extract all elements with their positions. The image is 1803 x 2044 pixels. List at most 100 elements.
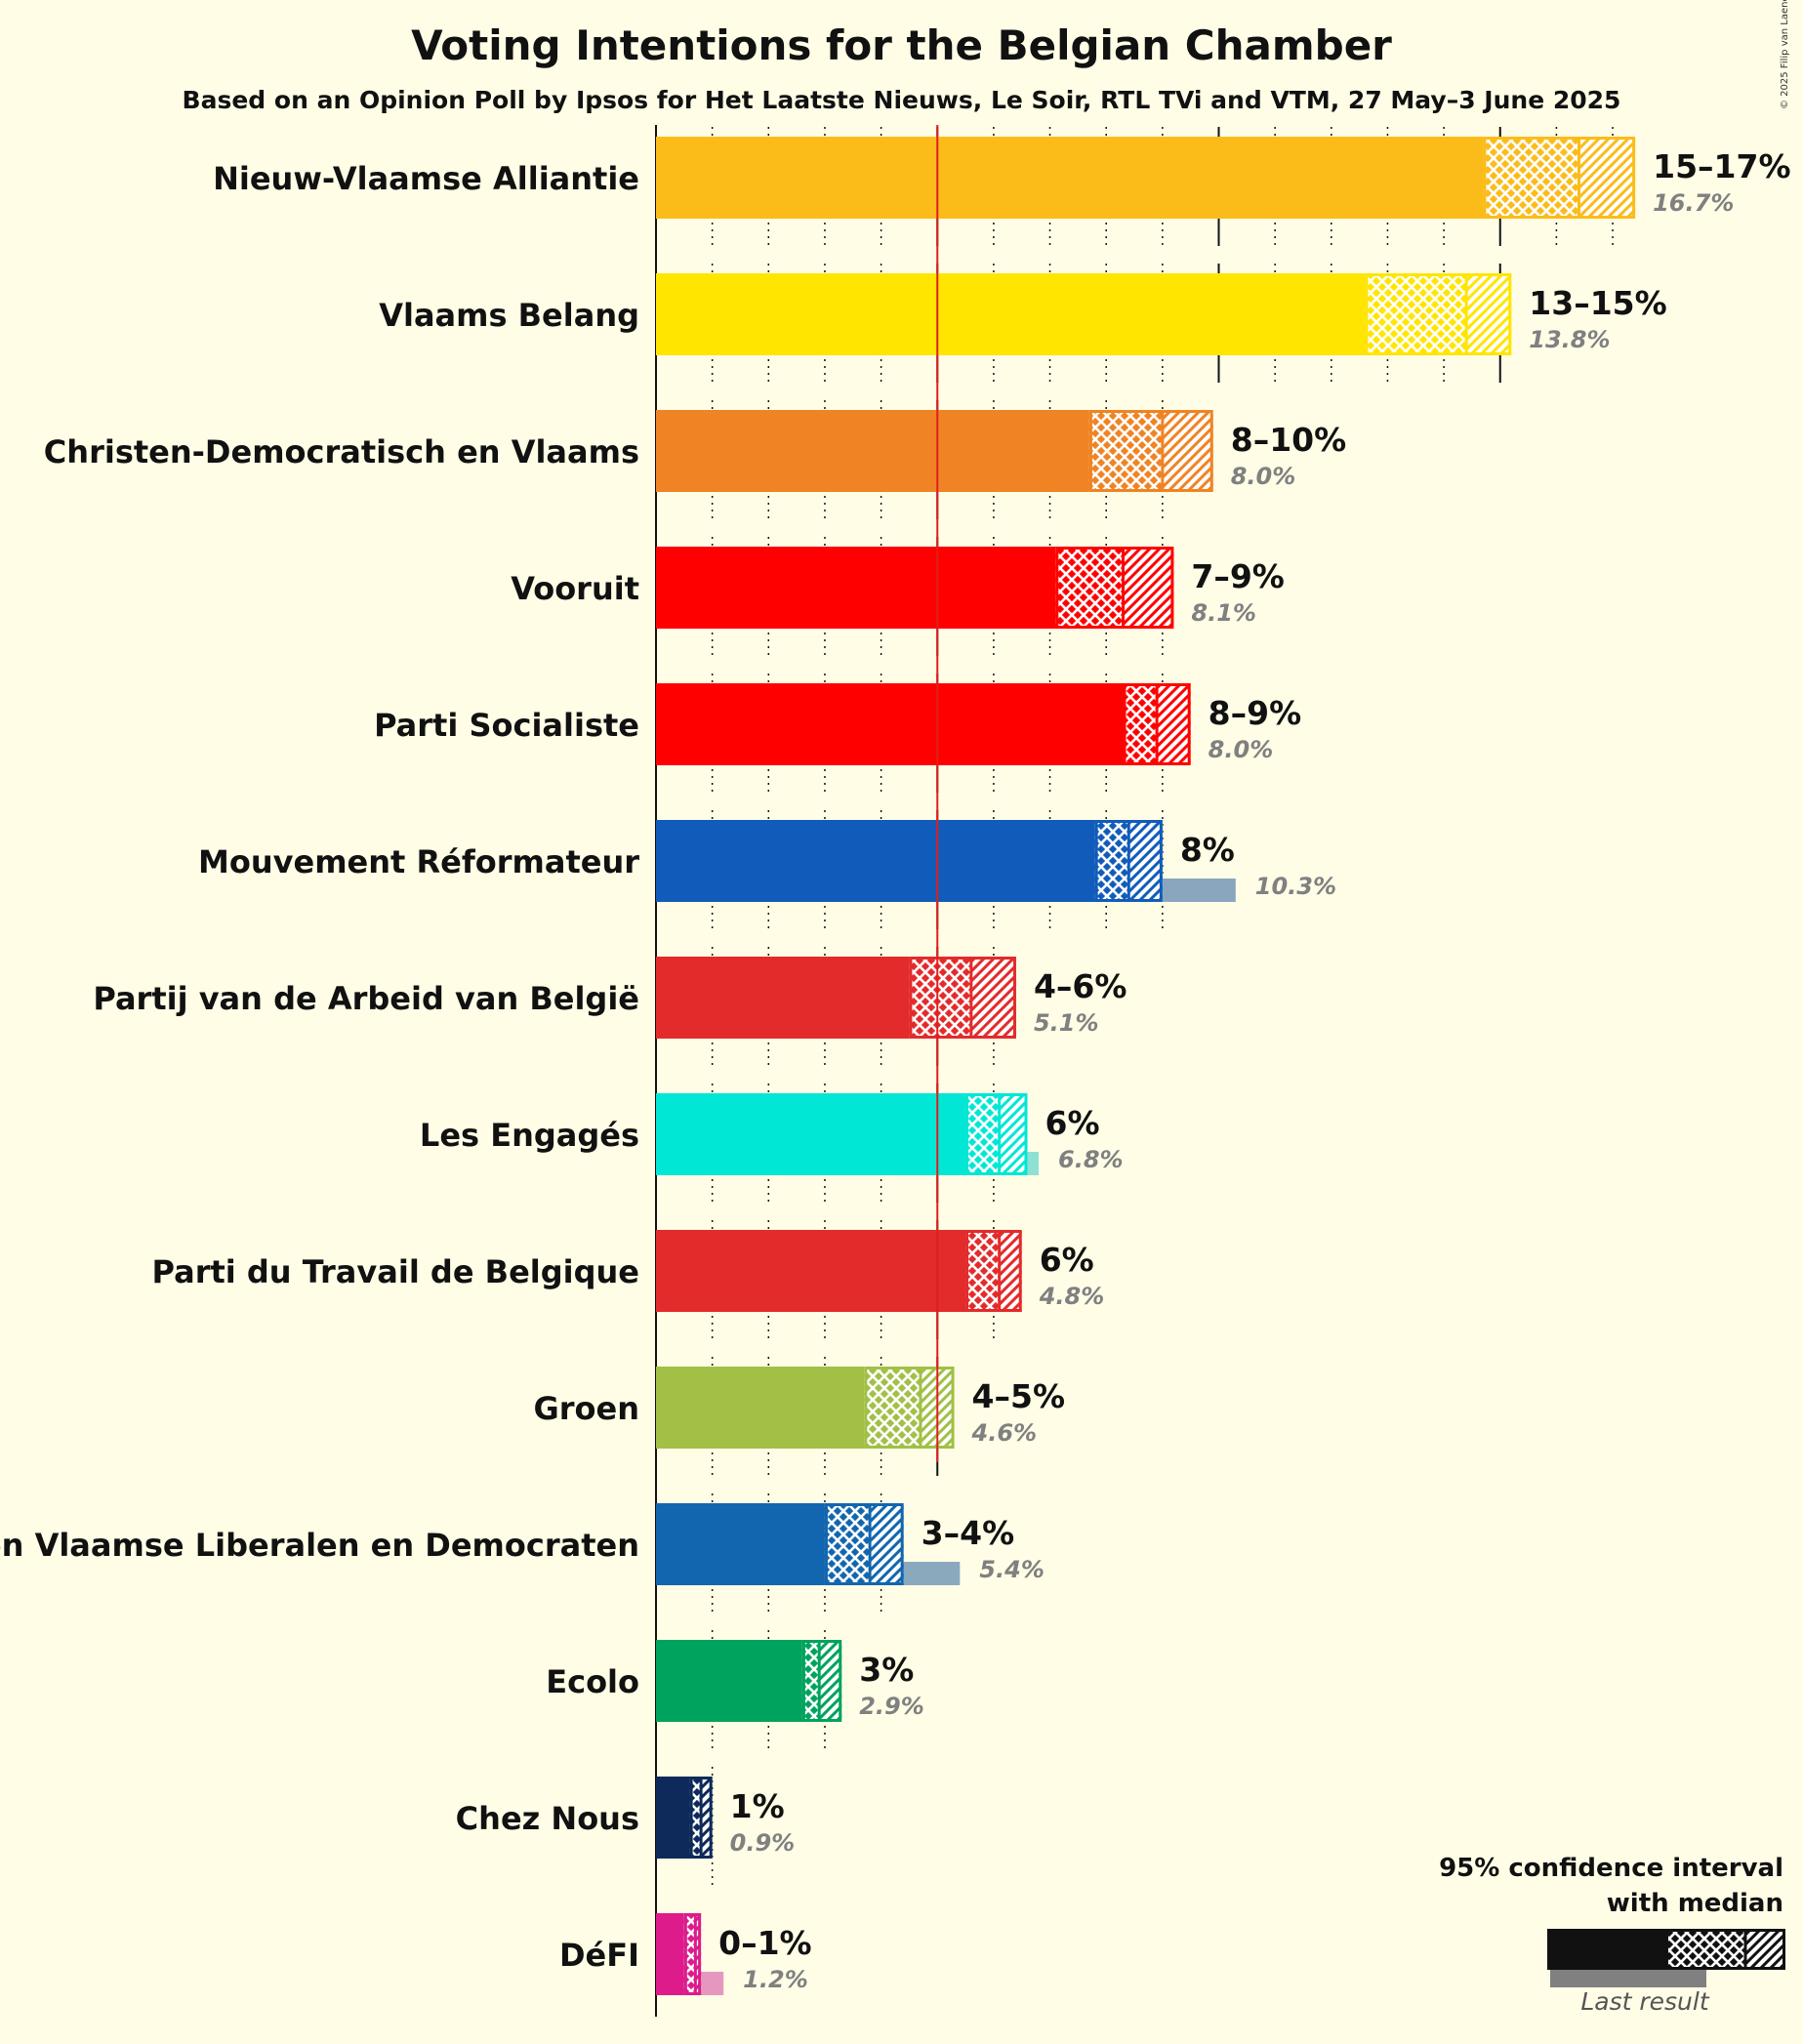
range-label: 13–15%	[1529, 284, 1666, 322]
legend-last-result-label: Last result	[1580, 1987, 1709, 2016]
ci-low-bar	[656, 137, 1484, 219]
ci-outline	[965, 1093, 1028, 1175]
party-name: Mouvement Réformateur	[198, 843, 639, 880]
ci-low-bar	[656, 957, 910, 1039]
ci-median-segment	[1365, 273, 1467, 355]
legend-solid	[1547, 1929, 1665, 1970]
ci-median-segment	[1055, 547, 1124, 629]
ci-high-segment	[1128, 820, 1163, 902]
ci-high-segment	[819, 1640, 842, 1722]
ci-low-bar	[656, 1640, 802, 1722]
ci-low-bar	[656, 820, 1095, 902]
range-label: 7–9%	[1191, 557, 1285, 595]
legend-title: 95% confidence interval with median	[1393, 1851, 1783, 1921]
last-result-label: 5.1%	[1034, 1009, 1099, 1037]
range-label: 3%	[859, 1651, 914, 1689]
ci-outline	[1365, 273, 1512, 355]
range-label: 3–4%	[922, 1514, 1014, 1552]
ci-high-segment	[1162, 410, 1213, 492]
range-label: 6%	[1045, 1104, 1099, 1142]
last-result-label: 16.7%	[1653, 189, 1734, 217]
ci-high-segment	[999, 1093, 1028, 1175]
ci-median-segment	[1123, 683, 1158, 765]
range-label: 0–1%	[718, 1924, 812, 1962]
range-label: 8%	[1180, 831, 1235, 869]
ci-outline	[683, 1913, 702, 1995]
range-label: 15–17%	[1653, 147, 1790, 185]
ci-outline	[824, 1503, 904, 1585]
last-result-label: 8.1%	[1191, 599, 1256, 627]
party-name: Vlaams Belang	[379, 297, 639, 334]
ci-low-bar	[656, 1777, 690, 1859]
grid-lines	[655, 125, 1614, 2017]
ci-low-bar	[656, 683, 1124, 765]
last-result-label: 13.8%	[1529, 326, 1610, 353]
ci-median-segment	[1483, 137, 1579, 219]
labels-layer: Nieuw-Vlaamse Alliantie 15–17% 16.7% Vlaams…	[0, 147, 1791, 1993]
chart-subtitle: Based on an Opinion Poll by Ipsos for He…	[182, 86, 1621, 114]
ci-median-segment	[1088, 410, 1163, 492]
legend-title-line2: with median	[1606, 1889, 1783, 1918]
legend-hatch	[1745, 1929, 1785, 1970]
party-name: Parti Socialiste	[374, 707, 639, 744]
party-name: Nieuw-Vlaamse Alliantie	[213, 160, 639, 197]
range-label: 8–9%	[1209, 694, 1302, 732]
ci-low-bar	[656, 410, 1089, 492]
ci-low-bar	[656, 1230, 966, 1312]
ci-low-bar	[656, 1503, 825, 1585]
party-name: Christen-Democratisch en Vlaams	[44, 433, 639, 470]
legend-swatch	[1547, 1929, 1785, 1987]
range-label: 1%	[730, 1787, 785, 1825]
bars-layer	[656, 137, 1636, 1995]
ci-outline	[864, 1367, 955, 1449]
last-result-label: 4.8%	[1039, 1283, 1105, 1310]
ci-median-segment	[909, 957, 971, 1039]
ci-high-segment	[1123, 547, 1174, 629]
ci-outline	[1055, 547, 1174, 629]
last-result-label: 6.8%	[1058, 1146, 1124, 1173]
last-result-label: 2.9%	[859, 1693, 924, 1720]
ci-low-bar	[656, 1913, 684, 1995]
ci-low-bar	[656, 547, 1056, 629]
last-result-label: 0.9%	[730, 1829, 796, 1857]
legend-title-line1: 95% confidence interval	[1439, 1854, 1783, 1883]
ci-high-segment	[701, 1777, 713, 1859]
last-result-label: 8.0%	[1231, 463, 1296, 490]
legend-cross	[1665, 1929, 1745, 1970]
party-name: Vooruit	[511, 570, 639, 607]
party-name: Les Engagés	[420, 1117, 639, 1154]
ci-low-bar	[656, 1093, 966, 1175]
range-label: 4–6%	[1034, 967, 1127, 1005]
party-name: Open Vlaamse Liberalen en Democraten	[0, 1527, 639, 1564]
party-name: Chez Nous	[456, 1800, 639, 1837]
party-name: Partij van de Arbeid van België	[93, 980, 639, 1017]
ci-median-segment	[965, 1093, 1000, 1175]
ci-high-segment	[1157, 683, 1191, 765]
party-name: DéFI	[559, 1937, 639, 1974]
party-name: Parti du Travail de Belgique	[152, 1253, 640, 1290]
ci-high-segment	[999, 1230, 1022, 1312]
ci-median-segment	[801, 1640, 820, 1722]
ci-median-segment	[1094, 820, 1129, 902]
ci-low-bar	[656, 273, 1366, 355]
ci-median-segment	[965, 1230, 1000, 1312]
ci-high-segment	[1466, 273, 1512, 355]
ci-outline	[801, 1640, 842, 1722]
last-result-label: 4.6%	[971, 1419, 1038, 1447]
ci-high-segment	[870, 1503, 904, 1585]
chart-title: Voting Intentions for the Belgian Chambe…	[411, 21, 1392, 69]
last-result-label: 10.3%	[1255, 873, 1336, 900]
ci-high-segment	[970, 957, 1016, 1039]
last-result-label: 1.2%	[743, 1966, 808, 1993]
last-result-label: 8.0%	[1209, 736, 1274, 763]
ci-outline	[1088, 410, 1213, 492]
ci-median-segment	[824, 1503, 871, 1585]
ci-median-segment	[864, 1367, 921, 1449]
party-name: Groen	[533, 1390, 639, 1427]
ci-outline	[909, 957, 1016, 1039]
range-label: 6%	[1040, 1241, 1094, 1279]
ci-low-bar	[656, 1367, 865, 1449]
ci-outline	[965, 1230, 1022, 1312]
last-result-label: 5.4%	[979, 1556, 1045, 1583]
